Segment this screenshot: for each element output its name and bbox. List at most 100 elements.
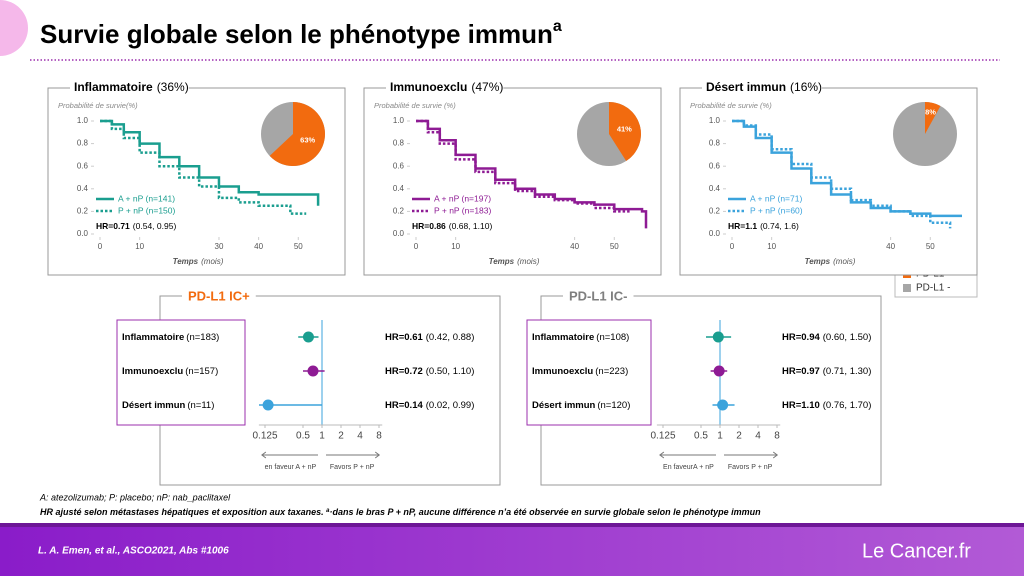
x-tick-label: 0 [98, 242, 103, 251]
hr-value: HR=0.61 [385, 332, 423, 343]
survival-panel: Immunoexclu (47%) Probabilité de survie (%… [363, 80, 662, 276]
x-tick-label: 4 [357, 431, 363, 442]
panel-title: PD-L1 IC+ [188, 288, 250, 303]
row-label: Désert immun (n=11) [122, 400, 214, 411]
legend-label: P + nP (n=150) [118, 205, 176, 215]
x-axis-label-main: Temps [173, 257, 199, 266]
row-n: (n=183) [186, 332, 219, 343]
x-tick-label: 50 [294, 242, 303, 251]
x-tick-label: 30 [215, 242, 224, 251]
x-tick-label: 40 [254, 242, 263, 251]
row-label: Immunoexclu (n=223) [532, 366, 628, 377]
pie-label: 8% [925, 107, 936, 116]
hr-ci: (0.71, 1.30) [823, 366, 872, 377]
label-box [526, 319, 652, 426]
footer-band [0, 523, 1024, 576]
row-n: (n=108) [596, 332, 629, 343]
y-tick-label: 0.2 [709, 207, 721, 216]
panel-title-note: (47%) [471, 80, 503, 94]
x-tick-label: 40 [886, 242, 895, 251]
legend-label: A + nP (n=141) [118, 193, 175, 203]
hr-annotation: HR=0.71 (0.54, 0.95) [96, 221, 176, 231]
hr-label: HR=0.97 (0.71, 1.30) [782, 366, 871, 377]
row-name: Désert immun [122, 400, 186, 411]
x-axis-label: Temps (mois) [805, 257, 856, 266]
y-axis-label: Probabilité de survie (%) [374, 101, 456, 110]
pie-slice [609, 102, 641, 162]
hr-label: HR=0.94 (0.60, 1.50) [782, 332, 871, 343]
row-n: (n=120) [597, 400, 630, 411]
y-axis-label: Probabilité de survie(%) [58, 101, 138, 110]
citation: L. A. Emen, et al., ASCO2021, Abs #1006 [38, 546, 229, 557]
row-label: Inflammatoire (n=108) [532, 332, 629, 343]
hr-value: HR=0.72 [385, 366, 423, 377]
row-n: (n=223) [595, 366, 628, 377]
y-tick-label: 0.4 [393, 184, 405, 193]
x-axis-label-unit: (mois) [517, 257, 540, 266]
header-decoration [0, 0, 28, 56]
y-tick-label: 0.6 [709, 161, 721, 170]
panel-title: Inflammatoire (36%) [74, 80, 189, 94]
y-tick-label: 1.0 [77, 116, 89, 125]
row-name: Immunoexclu [122, 366, 183, 377]
hr-ci: (0.76, 1.70) [823, 400, 872, 411]
survival-curve [732, 119, 952, 229]
panel-title-main: Immunoexclu [390, 80, 467, 94]
legend-label: P + nP (n=183) [434, 205, 492, 215]
hr-value: HR=0.71 [96, 221, 130, 231]
hr-ci: (0.50, 1.10) [426, 366, 475, 377]
hr-ci: (0.74, 1.6) [760, 221, 799, 231]
footnote-text: ·dans le bras P + nP, aucune différence … [329, 507, 761, 517]
pie-slice [925, 102, 941, 134]
x-tick-label: 8 [774, 431, 780, 442]
y-tick-label: 0.8 [77, 139, 89, 148]
y-tick-label: 0.0 [709, 229, 721, 238]
x-axis-label-unit: (mois) [833, 257, 856, 266]
x-axis-label-unit: (mois) [201, 257, 224, 266]
survival-panel: Désert immun (16%) Probabilité de survie (… [679, 80, 978, 276]
panel-title-note: (36%) [157, 80, 189, 94]
x-tick-label: 0.5 [296, 431, 310, 442]
y-tick-label: 0.8 [393, 139, 405, 148]
x-tick-label: 0.5 [694, 431, 708, 442]
title-mask [386, 82, 504, 94]
legend-label: PD-L1 - [916, 283, 950, 294]
x-tick-label: 10 [767, 242, 776, 251]
row-name: Inflammatoire [532, 332, 594, 343]
title-mask [182, 289, 256, 305]
favor-note: Favors P + nP [728, 464, 773, 471]
row-name: Immunoexclu [532, 366, 593, 377]
hr-value: HR=0.97 [782, 366, 820, 377]
x-tick-label: 4 [755, 431, 761, 442]
footnote-text: HR ajusté selon métastases hépatiques et… [40, 507, 326, 517]
title-superscript: a [553, 18, 562, 35]
x-tick-label: 40 [570, 242, 579, 251]
pie-label: 41% [617, 125, 632, 134]
x-axis-label: Temps (mois) [489, 257, 540, 266]
x-axis-label-main: Temps [805, 257, 831, 266]
y-tick-label: 0.8 [709, 139, 721, 148]
x-tick-label: 2 [338, 431, 344, 442]
row-label: Désert immun (n=120) [532, 400, 630, 411]
panel-title: Désert immun (16%) [706, 80, 822, 94]
y-tick-label: 0.2 [393, 207, 405, 216]
x-tick-label: 1 [319, 431, 325, 442]
hr-point [713, 365, 725, 377]
favor-arrow [659, 451, 716, 459]
hr-annotation: HR=1.1 (0.74, 1.6) [728, 221, 799, 231]
panel-title-main: Inflammatoire [74, 80, 153, 94]
survival-curve [416, 119, 631, 213]
footnote-superscript: a [326, 508, 330, 514]
hr-annotation: HR=0.86 (0.68, 1.10) [412, 221, 492, 231]
hr-label: HR=1.10 (0.76, 1.70) [782, 400, 871, 411]
x-tick-label: 2 [736, 431, 742, 442]
hr-ci: (0.68, 1.10) [449, 221, 493, 231]
legend-label: A + nP (n=197) [434, 193, 491, 203]
pie-slice [269, 102, 325, 166]
panel-title: PD-L1 IC- [569, 288, 628, 303]
footnote: HR ajusté selon métastases hépatiques et… [40, 507, 761, 517]
row-label: Inflammatoire (n=183) [122, 332, 219, 343]
y-tick-label: 0.2 [77, 207, 89, 216]
y-tick-label: 0.6 [393, 161, 405, 170]
